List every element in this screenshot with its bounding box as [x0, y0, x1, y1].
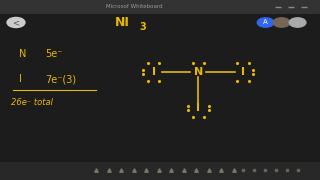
Circle shape — [273, 18, 290, 27]
Text: N: N — [19, 49, 27, 59]
Text: 26e⁻ total: 26e⁻ total — [11, 98, 53, 107]
Text: N: N — [194, 67, 203, 77]
Text: I: I — [152, 67, 156, 77]
Bar — [0, 162, 320, 180]
Text: I: I — [241, 67, 245, 77]
Bar — [0, 0, 320, 14]
Text: 5e⁻: 5e⁻ — [45, 49, 62, 59]
Text: I: I — [19, 74, 22, 84]
Text: <: < — [12, 18, 20, 27]
Text: 7e⁻(3): 7e⁻(3) — [45, 74, 76, 84]
Text: Microsof Whiteboard: Microsof Whiteboard — [106, 4, 163, 9]
Text: I: I — [196, 103, 200, 113]
Text: 3: 3 — [139, 22, 146, 32]
Circle shape — [7, 17, 25, 28]
Circle shape — [289, 18, 306, 27]
Text: A: A — [263, 19, 268, 26]
Circle shape — [257, 18, 274, 27]
Text: NI: NI — [115, 16, 130, 29]
